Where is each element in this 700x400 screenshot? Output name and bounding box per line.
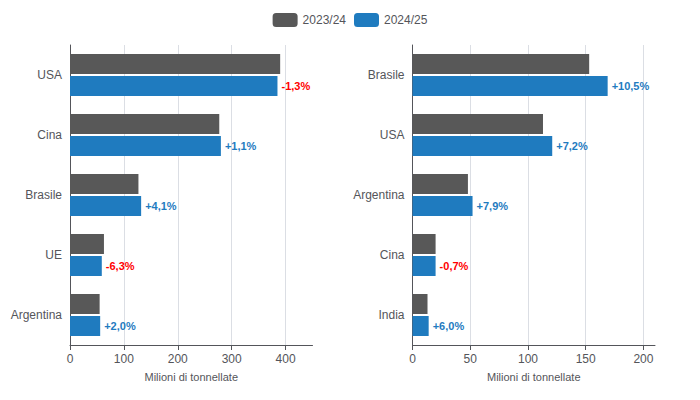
svg-text:USA: USA <box>380 128 405 142</box>
svg-text:100: 100 <box>518 352 538 366</box>
svg-text:Milioni di tonnellate: Milioni di tonnellate <box>144 371 238 383</box>
svg-text:300: 300 <box>222 352 242 366</box>
svg-text:50: 50 <box>464 352 478 366</box>
svg-text:UE: UE <box>45 248 62 262</box>
svg-text:Brasile: Brasile <box>368 68 405 82</box>
svg-text:+7,2%: +7,2% <box>556 140 588 152</box>
svg-text:-6,3%: -6,3% <box>106 260 135 272</box>
svg-text:2024/25: 2024/25 <box>384 13 428 27</box>
svg-text:+6,0%: +6,0% <box>433 320 465 332</box>
svg-text:200: 200 <box>633 352 653 366</box>
svg-text:+7,9%: +7,9% <box>477 200 509 212</box>
svg-text:Cina: Cina <box>380 248 405 262</box>
svg-text:+10,5%: +10,5% <box>612 80 650 92</box>
svg-text:-1,3%: -1,3% <box>281 80 310 92</box>
svg-text:400: 400 <box>276 352 296 366</box>
svg-text:0: 0 <box>67 352 74 366</box>
svg-text:Milioni di tonnellate: Milioni di tonnellate <box>487 371 581 383</box>
svg-text:USA: USA <box>37 68 62 82</box>
svg-text:+4,1%: +4,1% <box>145 200 177 212</box>
svg-text:Cina: Cina <box>37 128 62 142</box>
svg-text:-0,7%: -0,7% <box>440 260 469 272</box>
svg-text:Argentina: Argentina <box>11 308 63 322</box>
svg-text:Argentina: Argentina <box>353 188 405 202</box>
svg-text:150: 150 <box>576 352 596 366</box>
svg-text:2023/24: 2023/24 <box>303 13 347 27</box>
svg-text:India: India <box>378 308 404 322</box>
svg-text:200: 200 <box>168 352 188 366</box>
svg-text:+1,1%: +1,1% <box>225 140 257 152</box>
svg-text:100: 100 <box>114 352 134 366</box>
svg-text:Brasile: Brasile <box>25 188 62 202</box>
svg-text:+2,0%: +2,0% <box>104 320 136 332</box>
svg-text:0: 0 <box>409 352 416 366</box>
